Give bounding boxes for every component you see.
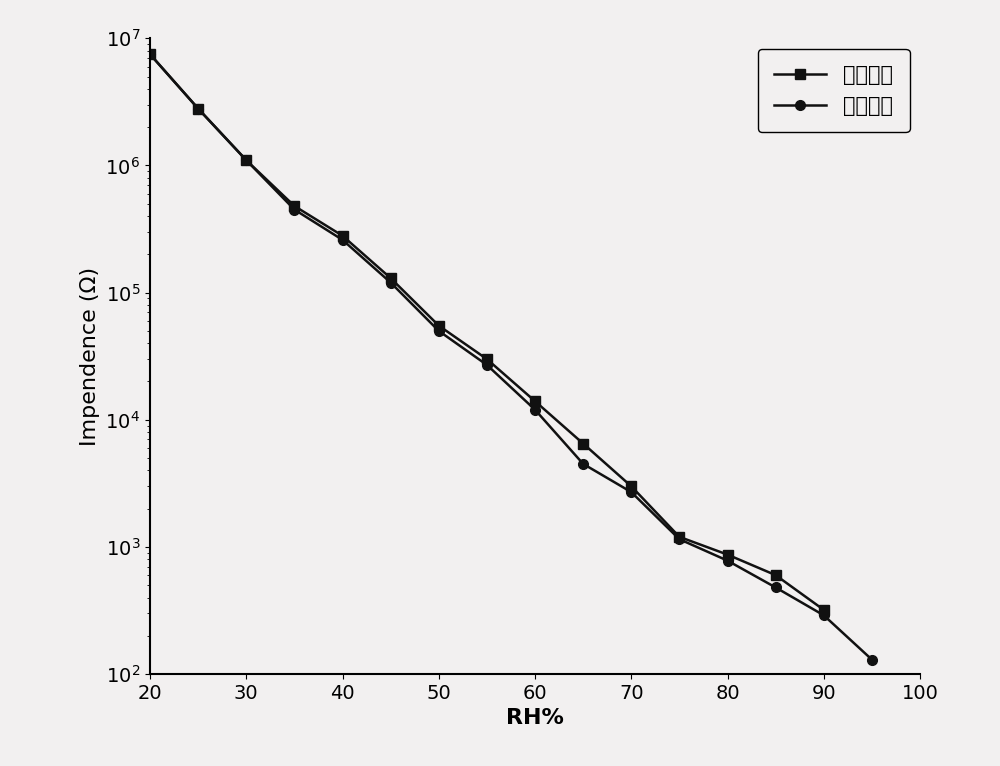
脱湿过程 [722, 556, 734, 565]
脱湿过程 [385, 278, 397, 287]
吸湿过程 [288, 201, 300, 211]
吸湿过程 [144, 50, 156, 59]
脱湿过程 [866, 655, 878, 664]
脱湿过程 [336, 235, 349, 244]
脱湿过程 [433, 326, 445, 336]
脱湿过程 [577, 460, 589, 469]
吸湿过程 [481, 355, 493, 364]
脱湿过程 [481, 360, 493, 369]
吸湿过程 [529, 397, 541, 406]
Line: 脱湿过程: 脱湿过程 [145, 49, 877, 664]
吸湿过程 [192, 104, 204, 113]
脱湿过程 [529, 405, 541, 414]
脱湿过程 [144, 50, 156, 59]
吸湿过程 [240, 155, 252, 165]
X-axis label: RH%: RH% [506, 709, 564, 728]
脱湿过程 [288, 205, 300, 214]
脱湿过程 [240, 155, 252, 165]
吸湿过程 [722, 550, 734, 559]
Y-axis label: Impendence (Ω): Impendence (Ω) [80, 267, 100, 446]
脱湿过程 [818, 611, 830, 620]
吸湿过程 [770, 571, 782, 580]
Legend: 吸湿过程, 脱湿过程: 吸湿过程, 脱湿过程 [758, 49, 910, 133]
脱湿过程 [673, 535, 685, 544]
吸湿过程 [673, 532, 685, 542]
脱湿过程 [625, 487, 637, 496]
Line: 吸湿过程: 吸湿过程 [145, 49, 829, 614]
吸湿过程 [818, 605, 830, 614]
吸湿过程 [385, 273, 397, 283]
脱湿过程 [770, 583, 782, 592]
吸湿过程 [433, 321, 445, 330]
吸湿过程 [577, 439, 589, 448]
脱湿过程 [192, 104, 204, 113]
吸湿过程 [336, 231, 349, 241]
吸湿过程 [625, 482, 637, 491]
